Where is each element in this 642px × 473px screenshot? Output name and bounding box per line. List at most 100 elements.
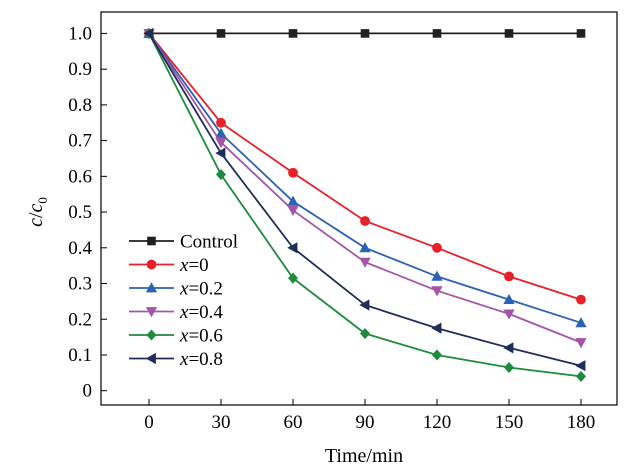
- y-tick-label: 0.7: [68, 131, 92, 152]
- legend-label: Control: [180, 232, 238, 253]
- series-2: [143, 27, 587, 328]
- y-tick-label: 0.4: [68, 238, 92, 259]
- legend-label: x=0.4: [179, 302, 223, 323]
- y-axis-title-c: c: [25, 218, 47, 227]
- legend-label-value: =0: [188, 255, 208, 276]
- legend-marker: [145, 352, 156, 365]
- data-point: [360, 216, 370, 226]
- ticks-layer: 0 30 60 90 120 150 180 0 0.1 0.2 0.3 0.4 0.5 0.6 0.7 0.…: [68, 23, 595, 433]
- legend-label-var: x: [179, 302, 189, 323]
- legend-entry: x=0.2: [129, 279, 223, 300]
- data-point: [143, 27, 154, 40]
- legend-entry: x=0: [129, 255, 209, 276]
- series-0: [144, 29, 586, 38]
- data-point: [287, 242, 298, 254]
- legend-label-value: =0.8: [188, 349, 222, 370]
- legend-label-value: Control: [180, 232, 238, 253]
- series-4: [143, 27, 587, 382]
- y-axis-title-sub: 0: [35, 197, 50, 204]
- data-point: [359, 242, 371, 253]
- y-tick-label: 0.1: [68, 345, 92, 366]
- x-tick-label: 150: [495, 412, 524, 433]
- data-point: [431, 270, 443, 281]
- legend-label-value: =0.6: [188, 326, 222, 347]
- data-point: [359, 327, 371, 340]
- legend-label: x=0.6: [179, 326, 223, 347]
- legend-entry: x=0.8: [129, 349, 223, 370]
- data-point: [575, 370, 587, 382]
- x-tick-label: 60: [284, 412, 303, 433]
- y-tick-label: 1.0: [68, 23, 92, 44]
- legend-label-var: x: [179, 349, 189, 370]
- legend-label-var: x: [179, 326, 189, 347]
- data-point: [431, 322, 442, 334]
- x-tick-label: 0: [144, 412, 154, 433]
- data-point: [432, 242, 442, 253]
- data-point: [288, 29, 298, 38]
- data-point: [216, 29, 226, 38]
- data-point: [215, 147, 226, 159]
- y-tick-label: 0.6: [68, 166, 92, 187]
- data-point: [360, 29, 370, 38]
- series-3: [143, 29, 587, 349]
- y-axis-title-slash: /: [25, 212, 47, 218]
- data-point: [432, 29, 442, 38]
- legend-marker: [146, 259, 157, 270]
- data-point: [575, 317, 587, 328]
- data-point: [503, 342, 514, 354]
- legend-label: x=0.2: [179, 279, 223, 300]
- x-tick-label: 120: [423, 412, 452, 433]
- data-point: [575, 338, 587, 349]
- data-point: [288, 167, 298, 178]
- series-layer: [143, 27, 587, 382]
- legend-marker: [146, 329, 157, 341]
- y-tick-label: 0.5: [68, 202, 92, 223]
- data-point: [216, 117, 226, 128]
- data-point: [215, 169, 227, 181]
- data-point: [576, 294, 586, 305]
- data-point: [431, 349, 443, 361]
- y-tick-label: 0.8: [68, 95, 92, 116]
- data-point: [576, 29, 586, 38]
- legend-marker: [145, 307, 158, 318]
- data-point: [215, 138, 227, 149]
- legend-marker: [145, 282, 158, 293]
- legend-label-var: x: [179, 255, 189, 276]
- legend-label: x=0: [179, 255, 209, 276]
- x-tick-label: 30: [212, 412, 231, 433]
- data-point: [215, 127, 227, 138]
- data-point: [503, 293, 515, 305]
- plot-frame: [100, 11, 618, 406]
- y-tick-label: 0.9: [68, 59, 92, 80]
- data-point: [504, 271, 514, 282]
- x-tick-label: 90: [356, 412, 375, 433]
- y-tick-label: 0.3: [68, 274, 92, 295]
- x-tick-label: 180: [567, 412, 596, 433]
- series-5: [143, 27, 586, 372]
- data-point: [504, 29, 514, 38]
- data-point: [287, 195, 299, 206]
- y-tick-label: 0: [83, 381, 93, 402]
- legend-label-var: x: [179, 279, 189, 300]
- y-axis-title: c/c0: [25, 197, 50, 227]
- data-point: [359, 299, 370, 311]
- legend-label-value: =0.4: [188, 302, 223, 323]
- data-point: [503, 309, 515, 320]
- legend-marker: [147, 236, 156, 246]
- data-point: [575, 360, 586, 372]
- y-axis-title-c0: c: [25, 203, 47, 212]
- data-point: [503, 361, 515, 374]
- y-tick-label: 0.2: [68, 309, 92, 330]
- data-point: [431, 286, 443, 297]
- data-point: [287, 205, 299, 217]
- x-axis-title: Time/min: [325, 445, 403, 467]
- legend-entry: Control: [129, 232, 238, 253]
- data-point: [287, 272, 299, 284]
- legend-entry: x=0.4: [129, 302, 223, 323]
- legend-label-value: =0.2: [188, 279, 222, 300]
- legend-entry: x=0.6: [129, 326, 223, 347]
- legend-label: x=0.8: [179, 349, 223, 370]
- data-point: [359, 257, 371, 268]
